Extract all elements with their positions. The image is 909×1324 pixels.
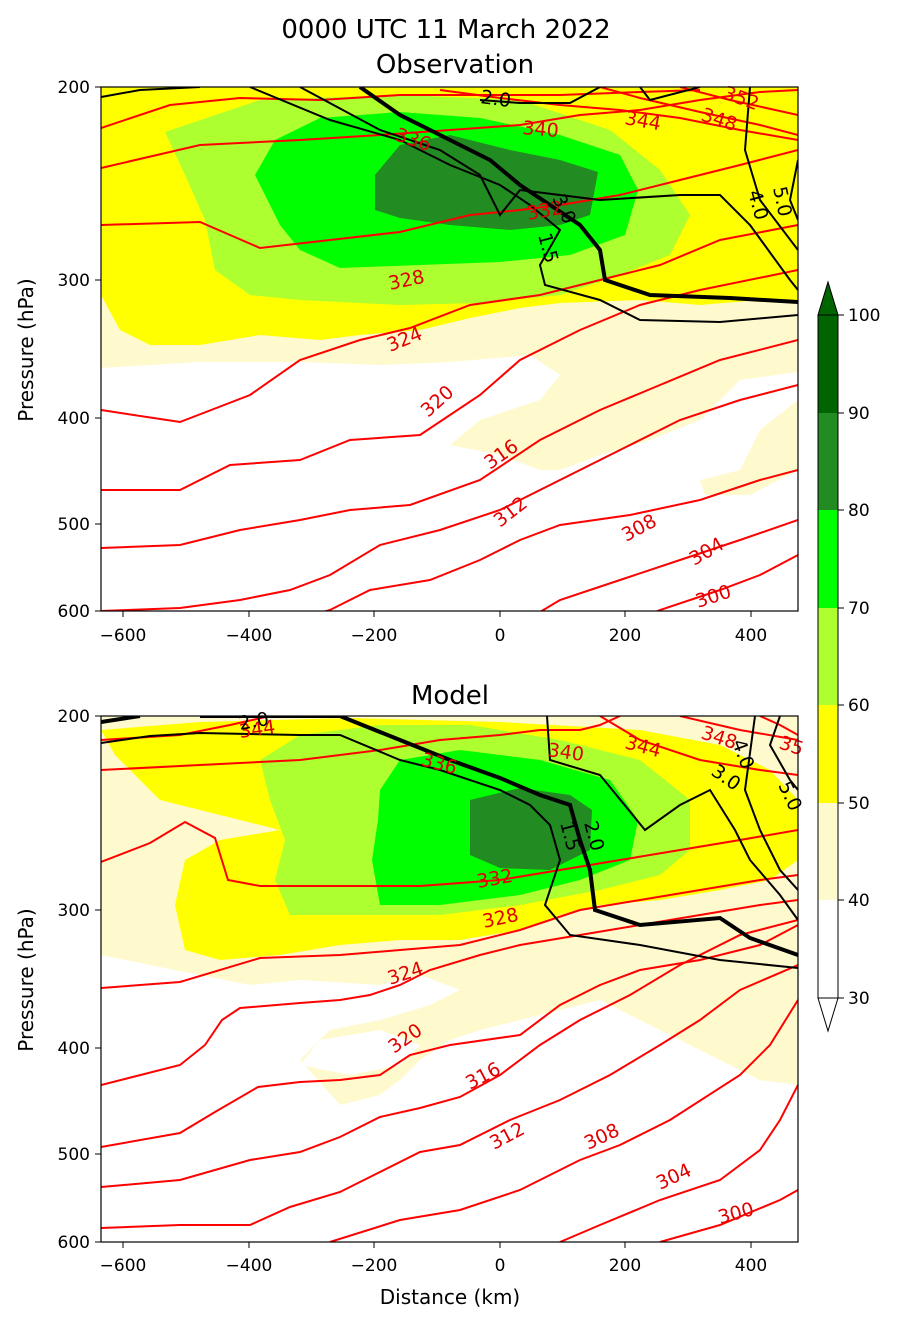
pv-label: 2.0: [237, 708, 271, 735]
colorbar-tick: 70: [848, 599, 870, 619]
colorbar-segments: [818, 315, 838, 998]
y-tick: 200: [58, 78, 90, 98]
figure-title: 0000 UTC 11 March 2022: [281, 15, 610, 45]
x-tick: 400: [735, 1256, 767, 1276]
axes-frame: [100, 86, 799, 612]
x-tick: −400: [226, 1256, 273, 1276]
colorbar-tick: 90: [848, 404, 870, 424]
x-tick: −600: [100, 626, 147, 646]
y-tick: 400: [58, 1039, 90, 1059]
colorbar-bottom-extend: [817, 997, 839, 1033]
y-tick: 300: [58, 901, 90, 921]
colorbar-tick: 60: [848, 696, 870, 716]
x-tick: 400: [735, 626, 767, 646]
y-tick: 300: [58, 271, 90, 291]
y-axis-label: Pressure (hPa): [14, 908, 38, 1051]
y-tick: 600: [58, 602, 90, 622]
y-tick: 600: [58, 1233, 90, 1253]
theta-label: 340: [546, 739, 585, 766]
x-tick: −600: [100, 1256, 147, 1276]
pv-label: 2.0: [479, 86, 512, 112]
axes-frame: [100, 715, 799, 1243]
panel2-title: Model: [411, 681, 489, 711]
theta-label: 344: [238, 716, 277, 743]
x-tick: 0: [495, 1256, 506, 1276]
colorbar-tick: 100: [848, 306, 880, 326]
y-tick: 500: [58, 1145, 90, 1165]
x-tick: 0: [495, 626, 506, 646]
colorbar-tick: 50: [848, 794, 870, 814]
y-axis-label: Pressure (hPa): [14, 278, 38, 421]
colorbar: 100 90 80 70 60 50 40 30: [817, 280, 880, 1033]
panel1-title: Observation: [376, 50, 534, 80]
fill-80-90: [470, 788, 592, 870]
y-ticks: 200 300 400 500 600: [58, 78, 90, 622]
colorbar-tick: 80: [848, 501, 870, 521]
panel-observation: 352 348 344 340 336 332 328 324 320 316 …: [14, 78, 799, 646]
theta-label: 340: [522, 117, 560, 142]
y-tick: 500: [58, 515, 90, 535]
y-tick: 400: [58, 409, 90, 429]
x-tick: 200: [609, 1256, 641, 1276]
y-tick: 200: [58, 707, 90, 727]
x-tick: −200: [351, 1256, 398, 1276]
x-axis-label: Distance (km): [380, 1285, 520, 1309]
panel-model: 344 340 344 348 35 336 332 328 324 320 3…: [14, 707, 806, 1309]
x-ticks: −600 −400 −200 0 200 400: [100, 1256, 768, 1276]
colorbar-tick: 30: [848, 989, 870, 1009]
x-ticks: −600 −400 −200 0 200 400: [100, 626, 768, 646]
colorbar-tick: 40: [848, 891, 870, 911]
colorbar-top-extend: [817, 280, 839, 316]
x-tick: −400: [226, 626, 273, 646]
x-tick: 200: [609, 626, 641, 646]
x-tick: −200: [351, 626, 398, 646]
y-ticks: 200 300 400 500 600: [58, 707, 90, 1253]
